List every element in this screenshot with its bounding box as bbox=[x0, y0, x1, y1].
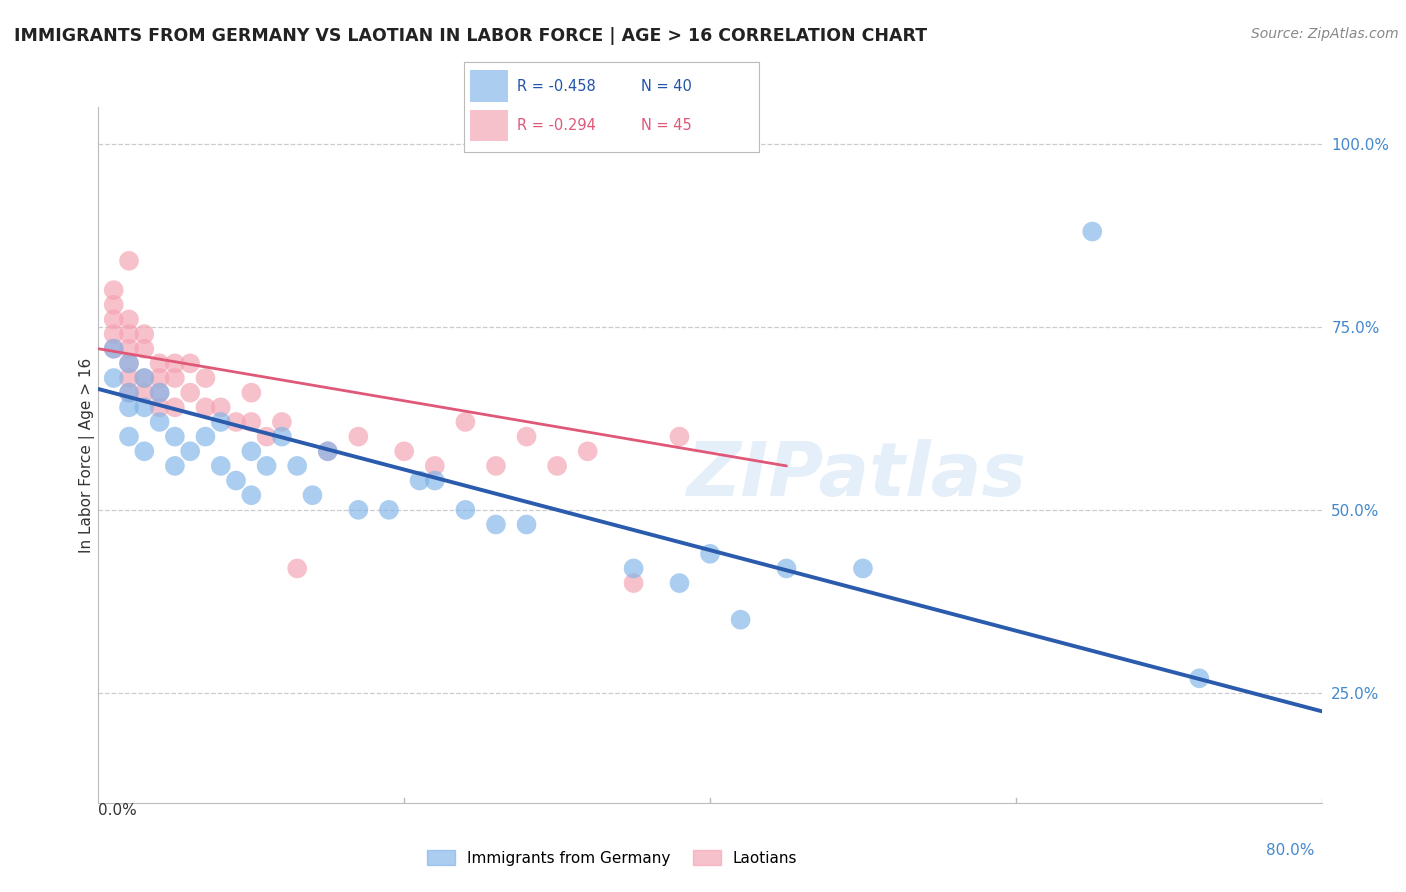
Point bbox=[163, 371, 186, 385]
Text: 80.0%: 80.0% bbox=[1267, 843, 1315, 858]
Point bbox=[285, 458, 308, 473]
Point bbox=[149, 356, 172, 370]
Point bbox=[118, 356, 141, 370]
Point bbox=[240, 444, 263, 458]
Point bbox=[270, 429, 292, 443]
Text: 0.0%: 0.0% bbox=[98, 803, 138, 818]
Point bbox=[149, 401, 172, 415]
Point bbox=[118, 342, 141, 356]
Text: IMMIGRANTS FROM GERMANY VS LAOTIAN IN LABOR FORCE | AGE > 16 CORRELATION CHART: IMMIGRANTS FROM GERMANY VS LAOTIAN IN LA… bbox=[14, 27, 927, 45]
Point bbox=[118, 356, 141, 370]
Point bbox=[118, 429, 141, 443]
Point bbox=[668, 576, 690, 591]
Point bbox=[118, 312, 141, 326]
Bar bbox=[470, 110, 509, 141]
Point bbox=[134, 342, 156, 356]
Point bbox=[118, 327, 141, 342]
Point bbox=[118, 253, 141, 268]
Point bbox=[516, 517, 538, 532]
Point bbox=[623, 576, 645, 591]
Text: N = 45: N = 45 bbox=[641, 118, 692, 133]
Point bbox=[103, 371, 125, 385]
Point bbox=[576, 444, 599, 458]
Point bbox=[316, 444, 339, 458]
Point bbox=[775, 561, 797, 575]
Point bbox=[118, 401, 141, 415]
Point bbox=[485, 458, 508, 473]
Point bbox=[408, 474, 430, 488]
Point bbox=[730, 613, 752, 627]
Point bbox=[285, 561, 308, 575]
Point bbox=[668, 429, 690, 443]
Point bbox=[423, 474, 446, 488]
Point bbox=[118, 371, 141, 385]
Point bbox=[149, 415, 172, 429]
Point bbox=[134, 371, 156, 385]
Point bbox=[852, 561, 875, 575]
Point bbox=[225, 415, 247, 429]
Point bbox=[209, 401, 232, 415]
Point bbox=[194, 401, 217, 415]
Point bbox=[179, 356, 201, 370]
Point bbox=[134, 371, 156, 385]
Point bbox=[454, 503, 477, 517]
Point bbox=[485, 517, 508, 532]
Point bbox=[209, 415, 232, 429]
Point bbox=[378, 503, 401, 517]
Point bbox=[118, 385, 141, 400]
Legend: Immigrants from Germany, Laotians: Immigrants from Germany, Laotians bbox=[420, 844, 803, 871]
Y-axis label: In Labor Force | Age > 16: In Labor Force | Age > 16 bbox=[79, 358, 96, 552]
Point bbox=[134, 444, 156, 458]
Point bbox=[194, 429, 217, 443]
Point bbox=[134, 385, 156, 400]
Point bbox=[209, 458, 232, 473]
Point bbox=[423, 458, 446, 473]
Point bbox=[1081, 225, 1104, 239]
Point bbox=[240, 385, 263, 400]
Point bbox=[149, 385, 172, 400]
Point bbox=[103, 298, 125, 312]
Point bbox=[392, 444, 416, 458]
Bar bbox=[470, 70, 509, 102]
Point bbox=[316, 444, 339, 458]
Point bbox=[454, 415, 477, 429]
Point bbox=[163, 401, 186, 415]
Point bbox=[163, 356, 186, 370]
Point bbox=[1188, 671, 1211, 685]
Text: ZIPatlas: ZIPatlas bbox=[686, 439, 1026, 512]
Point bbox=[163, 429, 186, 443]
Point bbox=[516, 429, 538, 443]
Point bbox=[256, 458, 278, 473]
Point bbox=[240, 488, 263, 502]
Text: N = 40: N = 40 bbox=[641, 78, 692, 94]
Point bbox=[225, 474, 247, 488]
Point bbox=[103, 312, 125, 326]
Point bbox=[179, 385, 201, 400]
Point bbox=[103, 327, 125, 342]
Text: Source: ZipAtlas.com: Source: ZipAtlas.com bbox=[1251, 27, 1399, 41]
Point bbox=[256, 429, 278, 443]
Point bbox=[347, 429, 370, 443]
Text: R = -0.294: R = -0.294 bbox=[517, 118, 596, 133]
Point bbox=[149, 385, 172, 400]
Point bbox=[163, 458, 186, 473]
Point bbox=[103, 283, 125, 297]
Point bbox=[270, 415, 292, 429]
Text: R = -0.458: R = -0.458 bbox=[517, 78, 596, 94]
Point bbox=[699, 547, 721, 561]
Point bbox=[149, 371, 172, 385]
Point bbox=[194, 371, 217, 385]
Point bbox=[179, 444, 201, 458]
Point bbox=[103, 342, 125, 356]
Point bbox=[103, 342, 125, 356]
Point bbox=[240, 415, 263, 429]
Point bbox=[301, 488, 323, 502]
Point bbox=[623, 561, 645, 575]
Point bbox=[134, 327, 156, 342]
Point bbox=[347, 503, 370, 517]
Point bbox=[118, 385, 141, 400]
Point bbox=[546, 458, 568, 473]
Point bbox=[134, 401, 156, 415]
